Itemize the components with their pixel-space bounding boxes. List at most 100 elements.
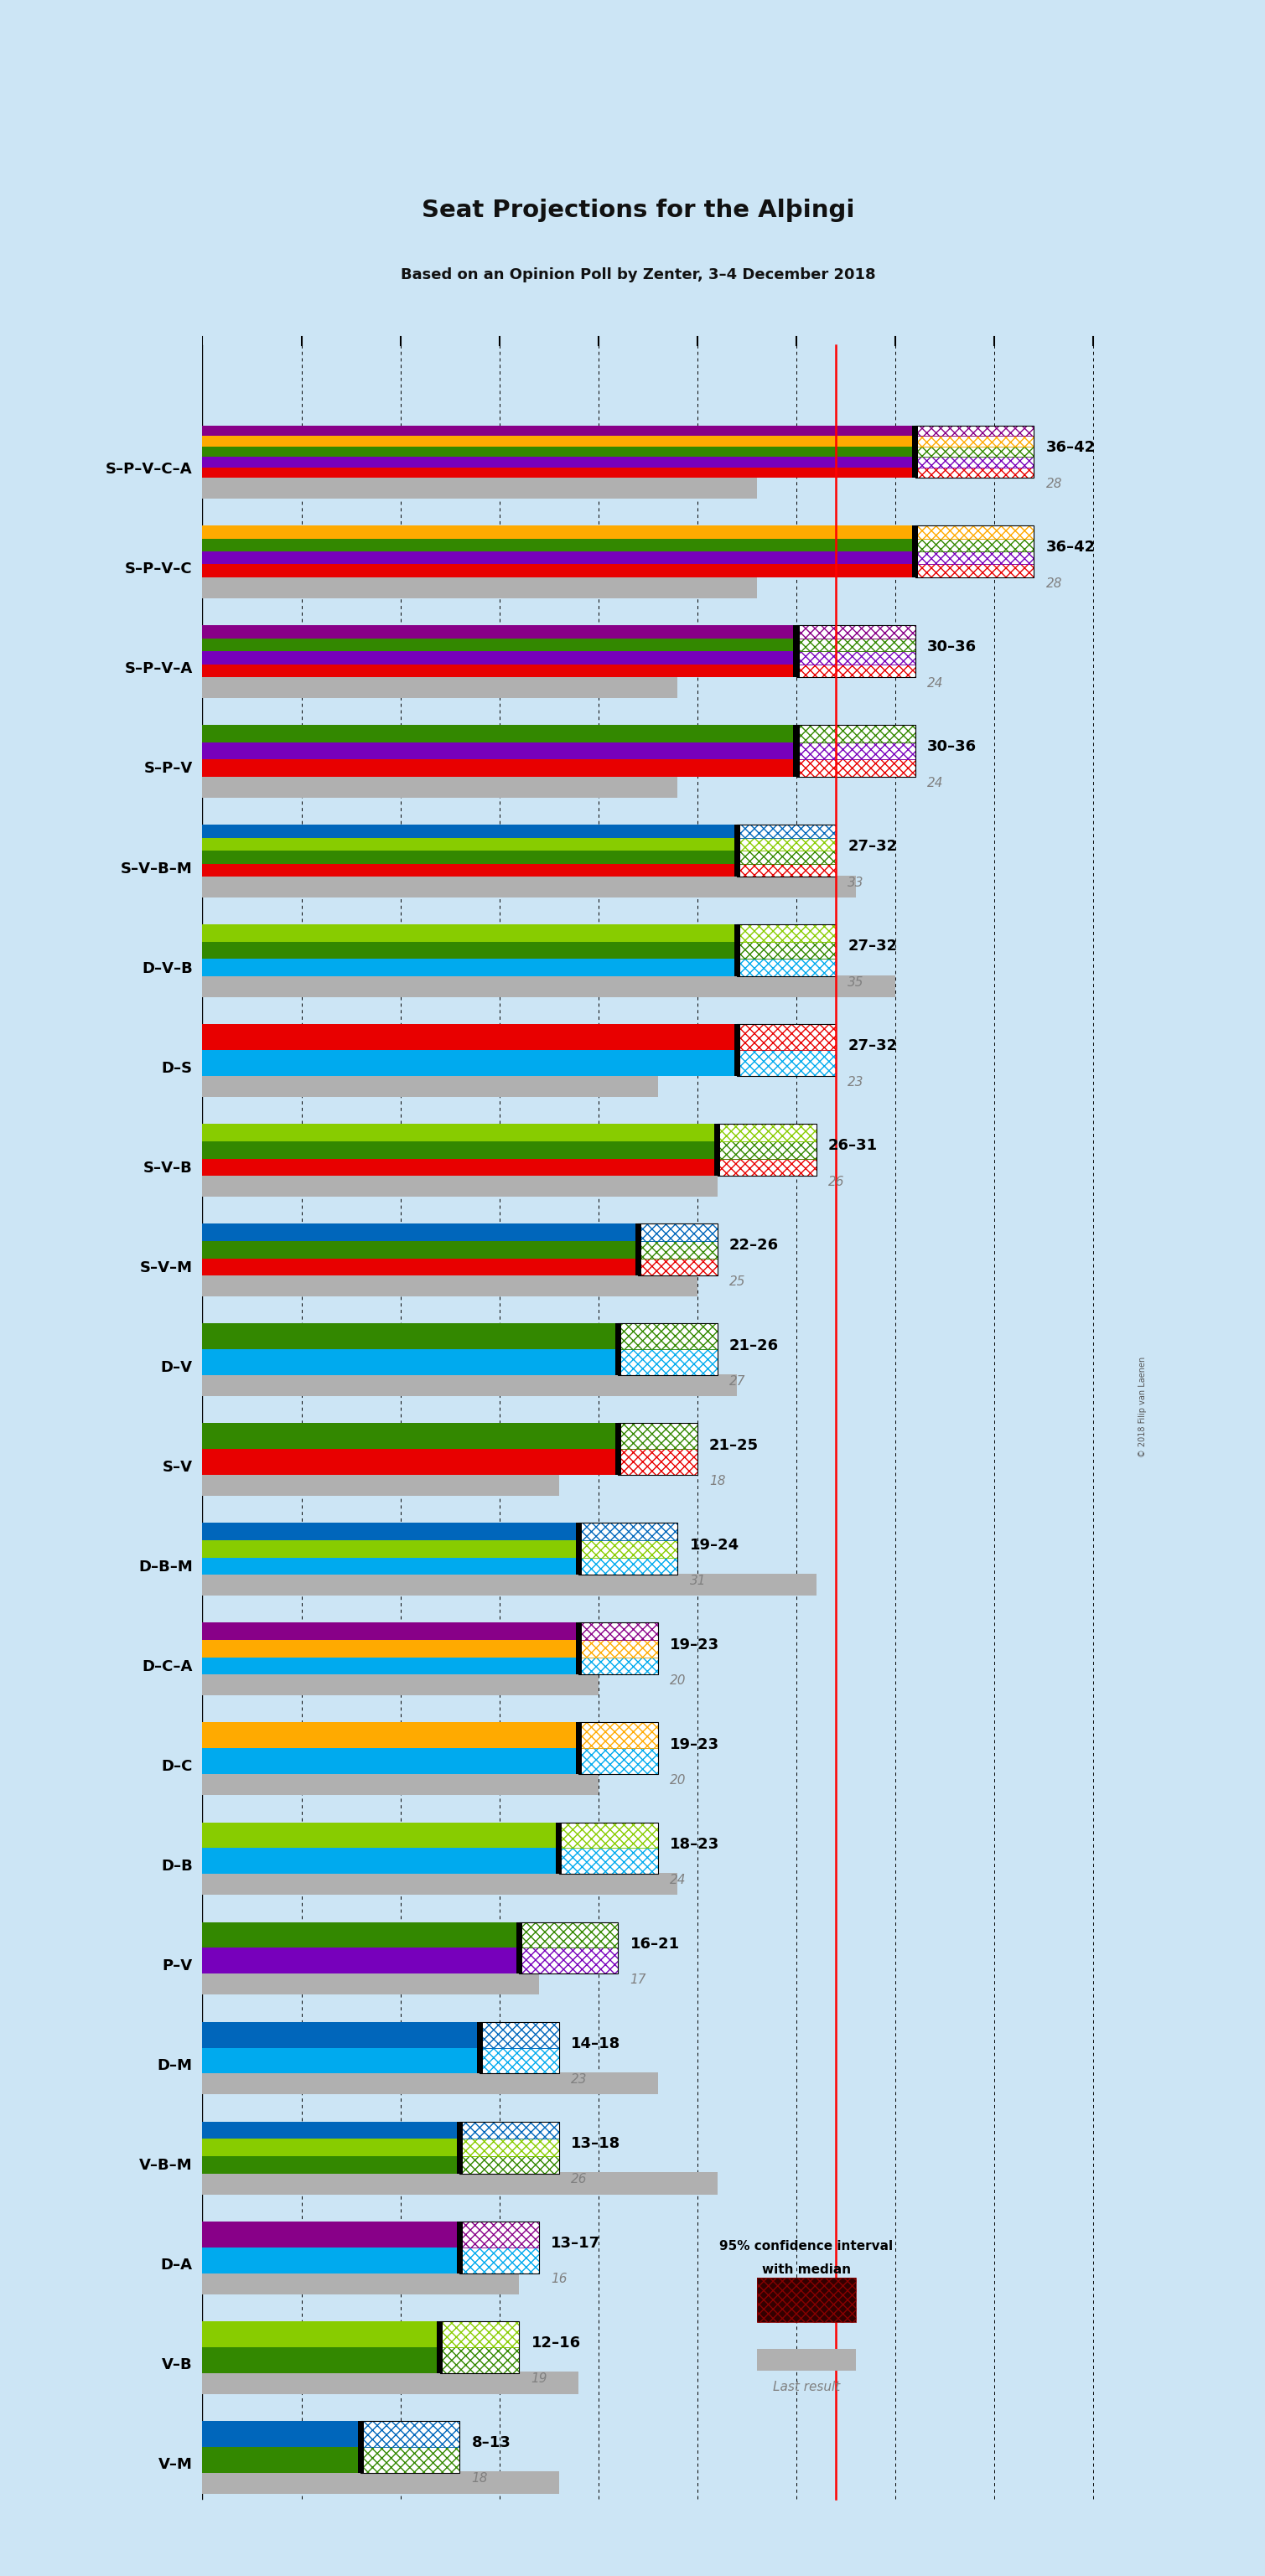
Bar bbox=[737, 824, 836, 837]
Bar bbox=[578, 1641, 658, 1656]
Bar bbox=[578, 1558, 678, 1574]
Bar bbox=[737, 837, 836, 850]
Bar bbox=[734, 824, 740, 876]
Bar bbox=[202, 2221, 459, 2246]
Bar bbox=[737, 824, 836, 876]
Bar bbox=[638, 1242, 717, 1257]
Text: 14–18: 14–18 bbox=[571, 2035, 620, 2050]
Text: 13–18: 13–18 bbox=[571, 2136, 620, 2151]
Bar bbox=[477, 2022, 482, 2074]
Bar bbox=[797, 665, 915, 677]
Text: S–V–B: S–V–B bbox=[143, 1159, 192, 1175]
Bar bbox=[737, 850, 836, 863]
Bar bbox=[915, 456, 1034, 466]
Bar bbox=[915, 435, 1034, 446]
Bar bbox=[202, 456, 915, 466]
Bar bbox=[737, 925, 836, 943]
Bar bbox=[915, 435, 1034, 446]
Bar bbox=[202, 1540, 578, 1558]
Bar bbox=[361, 2421, 459, 2447]
Bar bbox=[578, 1558, 678, 1574]
Text: D–B–M: D–B–M bbox=[138, 1558, 192, 1574]
Bar bbox=[202, 551, 915, 564]
Bar bbox=[717, 1159, 816, 1175]
Text: 26–31: 26–31 bbox=[829, 1139, 878, 1154]
Bar bbox=[619, 1324, 717, 1350]
Bar bbox=[737, 850, 836, 863]
Bar bbox=[615, 1324, 621, 1376]
Bar bbox=[737, 1025, 836, 1051]
Text: 28: 28 bbox=[1046, 477, 1063, 489]
Bar bbox=[202, 760, 797, 778]
Bar bbox=[559, 1847, 658, 1875]
Text: 30–36: 30–36 bbox=[927, 639, 977, 654]
Bar bbox=[457, 2123, 463, 2174]
Bar bbox=[202, 2074, 658, 2094]
Bar bbox=[619, 1324, 717, 1350]
Bar bbox=[202, 2447, 361, 2473]
Bar bbox=[797, 742, 915, 760]
Bar bbox=[619, 1324, 717, 1376]
Bar bbox=[619, 1422, 697, 1450]
Bar bbox=[578, 1623, 658, 1641]
Bar bbox=[459, 2246, 539, 2272]
Bar bbox=[202, 2421, 361, 2447]
Bar bbox=[202, 2172, 717, 2195]
Bar bbox=[202, 2156, 459, 2174]
Bar bbox=[797, 652, 915, 665]
Text: 26: 26 bbox=[571, 2174, 587, 2184]
Bar bbox=[479, 2022, 559, 2048]
Bar bbox=[578, 1522, 678, 1574]
Bar bbox=[915, 526, 1034, 538]
Bar bbox=[202, 1175, 717, 1198]
Text: 24: 24 bbox=[669, 1873, 686, 1886]
Bar bbox=[912, 526, 918, 577]
Bar bbox=[202, 564, 915, 577]
Bar bbox=[559, 1821, 658, 1875]
Bar bbox=[202, 1159, 717, 1175]
Bar bbox=[479, 2048, 559, 2074]
Bar bbox=[915, 551, 1034, 564]
Text: D–M: D–M bbox=[157, 2058, 192, 2074]
Bar bbox=[576, 1723, 582, 1775]
Text: V–B–M: V–B–M bbox=[139, 2159, 192, 2174]
Bar bbox=[202, 1847, 559, 1875]
Bar bbox=[717, 1141, 816, 1159]
Bar bbox=[559, 1821, 658, 1847]
Bar bbox=[202, 665, 797, 677]
Text: 18: 18 bbox=[472, 2473, 488, 2486]
Bar bbox=[797, 639, 915, 652]
Bar bbox=[578, 1641, 658, 1656]
Bar bbox=[737, 958, 836, 976]
Bar bbox=[202, 1224, 638, 1242]
Bar bbox=[202, 1574, 816, 1595]
Text: D–B: D–B bbox=[161, 1857, 192, 1873]
Text: Last result: Last result bbox=[773, 2380, 840, 2393]
Bar bbox=[361, 2447, 459, 2473]
Bar bbox=[915, 466, 1034, 477]
Bar bbox=[202, 538, 915, 551]
Bar bbox=[615, 1422, 621, 1476]
Bar bbox=[559, 1821, 658, 1847]
Text: D–A: D–A bbox=[161, 2257, 192, 2272]
Text: 35: 35 bbox=[848, 976, 864, 989]
Bar bbox=[479, 2022, 559, 2074]
Bar bbox=[202, 1242, 638, 1257]
Bar bbox=[202, 1873, 678, 1896]
Bar bbox=[202, 2372, 578, 2393]
Bar bbox=[440, 2347, 519, 2372]
Text: 23: 23 bbox=[571, 2074, 587, 2087]
Bar bbox=[737, 863, 836, 876]
Bar bbox=[578, 1749, 658, 1775]
Bar bbox=[202, 1350, 619, 1376]
Bar bbox=[479, 2022, 559, 2048]
Text: 26: 26 bbox=[829, 1175, 845, 1188]
Bar bbox=[578, 1749, 658, 1775]
Bar bbox=[717, 1123, 816, 1175]
Bar bbox=[797, 760, 915, 778]
Text: 27–32: 27–32 bbox=[848, 1038, 897, 1054]
Bar bbox=[202, 1051, 737, 1077]
Bar bbox=[576, 1522, 582, 1574]
Bar bbox=[457, 2221, 463, 2272]
Bar bbox=[578, 1522, 678, 1540]
